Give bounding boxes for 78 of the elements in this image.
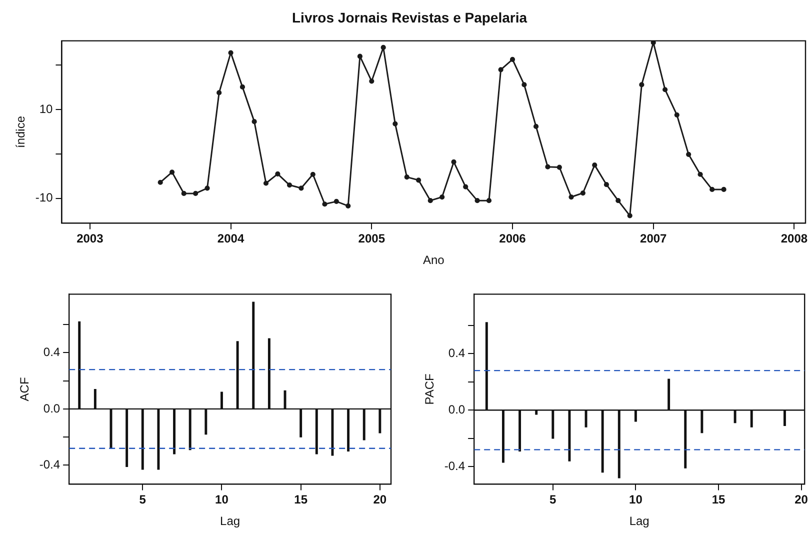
x-axis-title: Lag [220,514,240,528]
point [286,182,292,188]
y-tick-label: -0.4 [444,458,466,473]
x-tick-label: 15 [294,492,308,507]
y-axis-title: índice [14,116,28,148]
point [451,159,456,165]
point [216,90,222,96]
y-tick-label: -10 [35,190,54,205]
point [639,82,644,88]
point [580,190,586,196]
chart-title: Livros Jornais Revistas e Papelaria [292,9,528,26]
point [674,112,680,118]
point [263,180,269,186]
point [627,213,632,218]
x-tick-label: 2008 [780,232,808,246]
point [698,172,703,177]
y-tick-label: 0.0 [43,401,60,416]
point [686,152,692,157]
point [334,198,339,204]
point [357,54,362,59]
x-tick-label: 20 [794,492,808,507]
point [369,78,374,84]
y-tick-label: 0.4 [43,345,60,360]
point [604,182,610,188]
point [404,174,410,180]
point [169,170,175,175]
point [463,184,468,190]
point [193,190,198,196]
point [181,190,186,196]
point [252,119,257,124]
x-tick-label: 2006 [499,232,526,246]
x-tick-label: 2007 [640,232,668,246]
point [240,84,246,90]
x-tick-label: 5 [550,492,557,507]
point [650,40,656,46]
point [474,198,480,204]
point [416,178,422,183]
y-tick-label: 0.4 [448,346,466,360]
y-tick-label: 0.0 [448,402,466,416]
point [568,194,574,200]
x-tick-label: 20 [373,492,387,507]
point [592,162,598,168]
point [545,164,550,170]
point [158,180,163,185]
point [228,50,234,56]
x-tick-label: 10 [629,492,643,507]
point [298,186,304,191]
point [440,194,445,200]
point [392,121,398,126]
point [346,203,351,208]
point [428,198,433,204]
x-tick-label: 10 [215,492,229,507]
point [533,124,539,130]
x-tick-label: 15 [712,492,726,507]
point [486,198,492,204]
point [498,67,504,72]
point [275,171,280,176]
y-axis-title: PACF [422,374,437,405]
x-tick-label: 2005 [358,232,386,246]
point [510,56,516,62]
y-axis-title: ACF [18,377,32,402]
point [522,82,527,88]
y-tick-label: 10 [39,102,54,116]
x-tick-label: 2003 [76,232,104,246]
y-tick-label: -0.4 [39,458,60,472]
x-axis-title: Ano [422,253,445,268]
point [380,44,386,50]
point [556,164,562,170]
x-axis-title: Lag [629,514,650,528]
point [322,202,328,207]
point [204,186,210,191]
point [310,172,316,177]
x-tick-label: 2004 [217,232,244,246]
point [721,186,726,192]
point [662,87,668,92]
x-tick-label: 5 [139,492,146,507]
point [710,186,715,192]
point [616,198,621,204]
